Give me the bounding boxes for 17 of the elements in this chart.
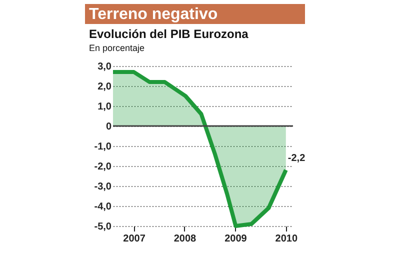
- y-tick-label: 0: [106, 122, 112, 132]
- y-tick-label: 1,0: [98, 102, 112, 112]
- y-tick-label: -4,0: [94, 202, 112, 212]
- y-tick-label: -3,0: [94, 182, 112, 192]
- x-tick-label: 2009: [224, 234, 248, 244]
- y-tick-label: -2,0: [94, 162, 112, 172]
- x-tick-label: 2007: [123, 234, 146, 244]
- y-tick-label: 3,0: [98, 62, 112, 72]
- x-tick-label: 2010: [275, 234, 298, 244]
- chart-subtitle: Evolución del PIB Eurozona: [89, 27, 249, 41]
- y-tick-label: -5,0: [94, 222, 112, 232]
- annotation: -2,2: [288, 153, 306, 164]
- x-tick-label: 2008: [174, 234, 197, 244]
- y-tick-label: -1,0: [94, 142, 112, 152]
- chart-title: Terreno negativo: [89, 6, 218, 23]
- y-axis-title: En porcentaje: [89, 43, 145, 53]
- y-tick-label: 2,0: [98, 82, 112, 92]
